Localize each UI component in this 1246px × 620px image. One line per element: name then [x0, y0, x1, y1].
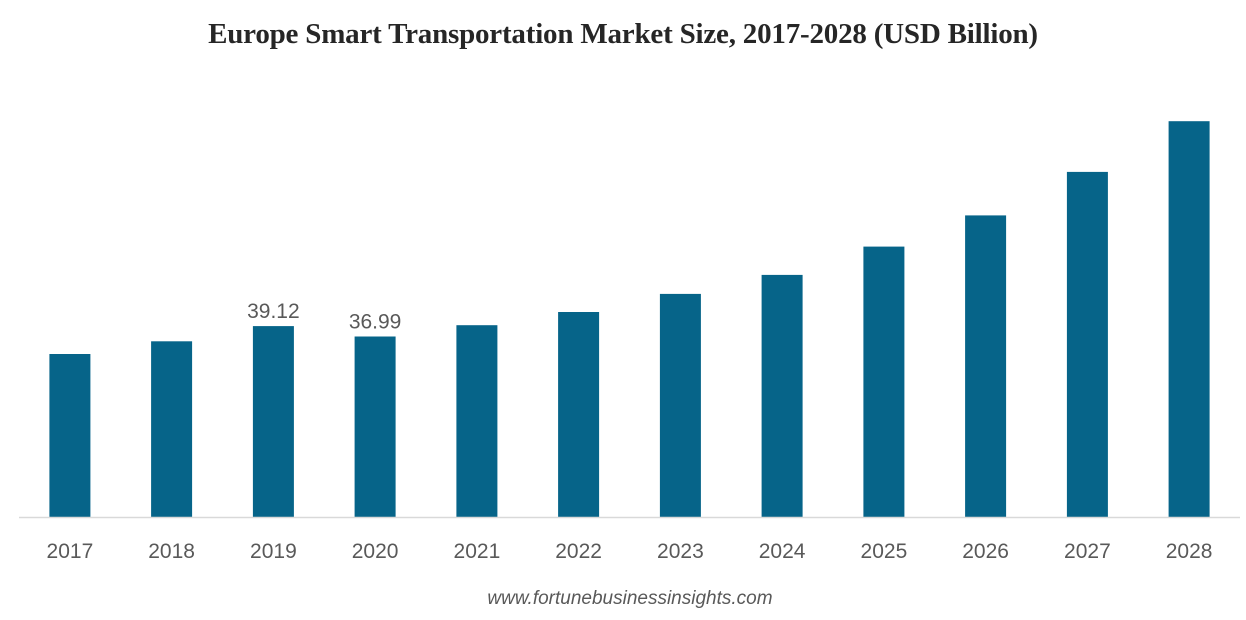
- x-tick-labels: 2017 2018 2019 2020 2021 2022 2023 2024 2025 2026…: [47, 540, 1213, 563]
- x-tick-label-2020: 2020: [352, 540, 399, 563]
- x-tick-label-2024: 2024: [759, 540, 806, 563]
- source-credit: www.fortunebusinessinsights.com: [487, 588, 773, 609]
- x-tick-label-2021: 2021: [454, 540, 501, 563]
- data-label-2020: 36.99: [349, 311, 402, 334]
- bar-2027: [1066, 171, 1108, 517]
- data-label-2019: 39.12: [247, 300, 300, 323]
- x-tick-label-2019: 2019: [250, 540, 297, 563]
- bar-2020: [354, 336, 396, 517]
- data-labels: 39.12 36.99: [247, 300, 401, 333]
- bar-2018: [151, 341, 193, 517]
- chart-title: Europe Smart Transportation Market Size,…: [208, 18, 1038, 50]
- bar-2019: [252, 326, 294, 517]
- bar-2026: [965, 215, 1007, 517]
- bar-2017: [49, 354, 91, 517]
- bar-2021: [456, 325, 498, 517]
- x-tick-label-2023: 2023: [657, 540, 704, 563]
- bars-group: [49, 121, 1210, 517]
- x-tick-label-2025: 2025: [861, 540, 908, 563]
- x-tick-label-2017: 2017: [47, 540, 94, 563]
- x-tick-label-2018: 2018: [148, 540, 195, 563]
- bar-2025: [863, 246, 905, 517]
- bar-2023: [659, 293, 701, 517]
- bar-2022: [558, 312, 600, 517]
- x-tick-label-2026: 2026: [962, 540, 1009, 563]
- x-tick-label-2022: 2022: [555, 540, 602, 563]
- bar-2028: [1168, 121, 1210, 517]
- bar-2024: [761, 274, 803, 517]
- x-tick-label-2027: 2027: [1064, 540, 1111, 563]
- x-tick-label-2028: 2028: [1166, 540, 1213, 563]
